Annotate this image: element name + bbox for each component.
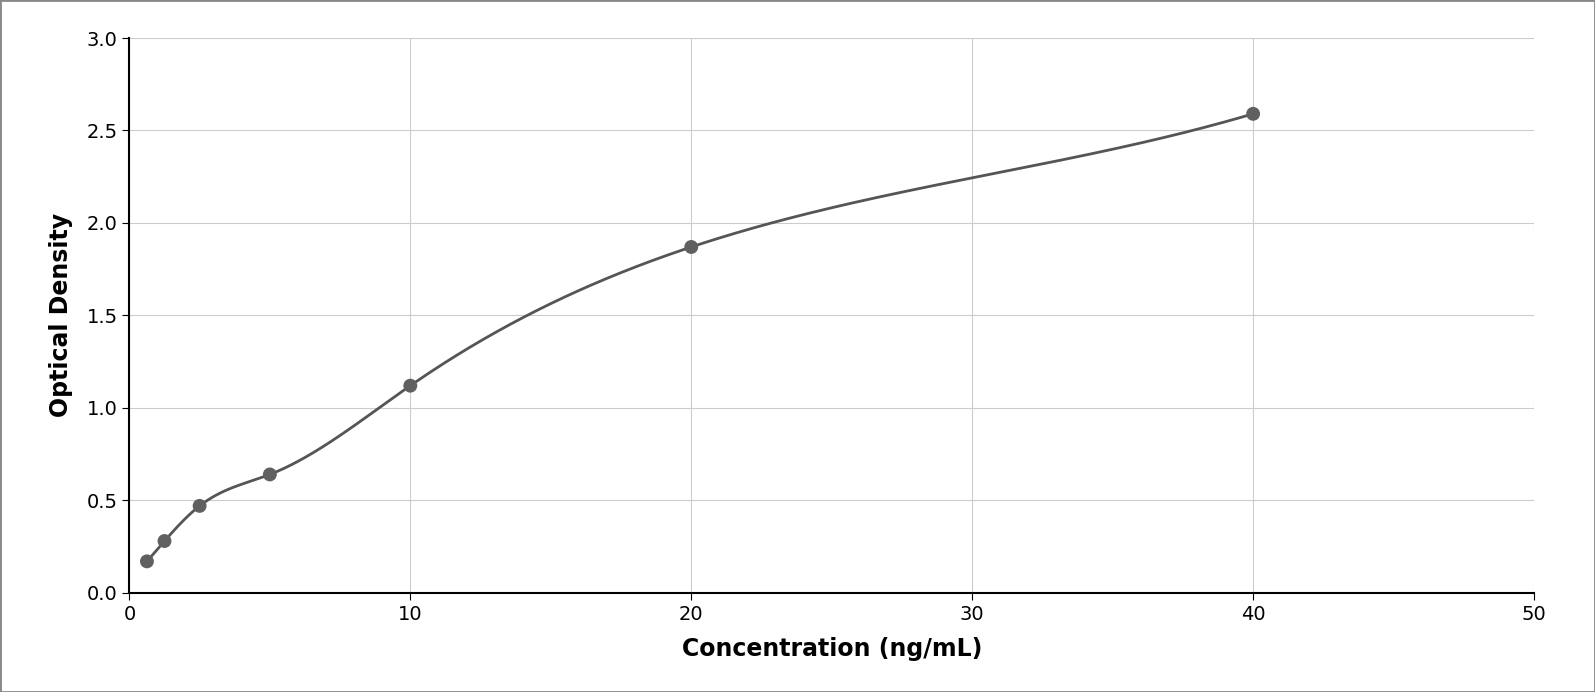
Point — [397, 380, 423, 391]
Point — [152, 536, 177, 547]
Point — [678, 242, 703, 253]
Point — [134, 556, 160, 567]
Y-axis label: Optical Density: Optical Density — [48, 213, 72, 417]
Point — [187, 500, 212, 511]
X-axis label: Concentration (ng/mL): Concentration (ng/mL) — [681, 637, 983, 662]
Point — [257, 469, 282, 480]
Point — [1241, 108, 1266, 119]
